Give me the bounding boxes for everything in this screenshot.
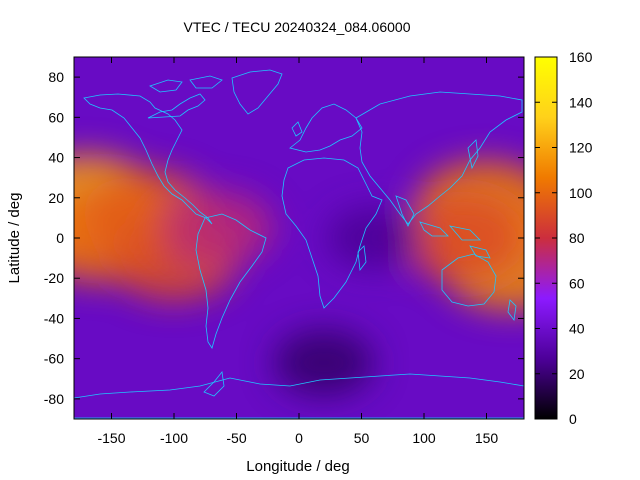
chart-title: VTEC / TECU 20240324_084.06000 [183,19,410,35]
tec-blobs [74,153,524,397]
colorbar-tick-label: 160 [569,49,593,65]
x-tick-label: 0 [295,430,303,446]
y-tick-label: -40 [44,310,64,326]
y-tick-label: 60 [48,109,64,125]
coastlines [74,69,524,419]
y-tick-label: 80 [48,69,64,85]
colorbar-ticks: 0 20 40 60 80 100 120 140 160 [535,49,593,427]
y-tick-label: -60 [44,351,64,367]
colorbar-tick-label: 20 [569,366,585,382]
y-axis-ticks: -80 -60 -40 -20 0 20 40 60 80 [44,69,524,407]
colorbar-tick-label: 40 [569,321,585,337]
tec-feature-4 [161,190,274,266]
colorbar-tick-label: 120 [569,140,593,156]
x-tick-label: 150 [475,430,499,446]
x-tick-label: -150 [97,430,125,446]
y-tick-label: 0 [56,230,64,246]
y-tick-label: 40 [48,150,64,166]
y-axis-label: Latitude / deg [6,193,23,284]
x-axis-ticks: -150 -100 -50 0 50 100 150 [97,57,498,446]
tec-feature-9 [327,206,421,270]
colorbar-tick-label: 0 [569,411,577,427]
colorbar-tick-label: 100 [569,185,593,201]
colorbar-tick-label: 80 [569,230,585,246]
colorbar [535,57,557,419]
tec-feature-8 [273,329,375,397]
x-axis-label: Longitude / deg [246,458,349,475]
x-tick-label: -100 [160,430,188,446]
y-tick-label: -20 [44,270,64,286]
x-tick-label: 50 [354,430,370,446]
x-tick-label: -50 [226,430,246,446]
colorbar-tick-label: 140 [569,94,593,110]
y-tick-label: 20 [48,190,64,206]
colorbar-tick-label: 60 [569,275,585,291]
x-tick-label: 100 [412,430,436,446]
y-tick-label: -80 [44,391,64,407]
heatmap-area [74,57,524,419]
tec-feature-7 [398,195,524,281]
